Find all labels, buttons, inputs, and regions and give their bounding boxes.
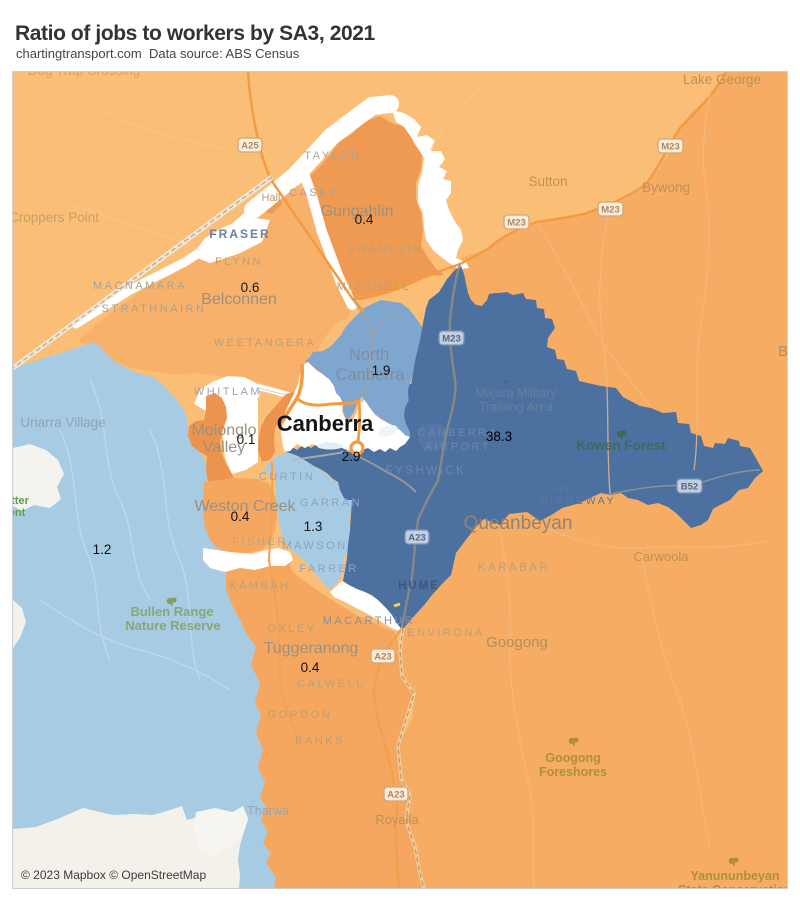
svg-text:Queanbeyan: Queanbeyan <box>464 513 573 534</box>
svg-text:THE: THE <box>546 483 575 495</box>
svg-text:M23: M23 <box>661 142 679 153</box>
svg-text:0.4: 0.4 <box>231 509 250 524</box>
svg-text:GORDON: GORDON <box>268 709 333 721</box>
svg-text:FYSHWICK: FYSHWICK <box>386 465 467 477</box>
svg-text:Croppers Point: Croppers Point <box>13 210 99 225</box>
svg-text:HUME: HUME <box>398 580 440 592</box>
svg-text:Nature Reserve: Nature Reserve <box>125 618 220 633</box>
svg-text:0.4: 0.4 <box>301 660 320 675</box>
svg-text:STRATHNAIRN: STRATHNAIRN <box>102 303 207 315</box>
svg-text:2.9: 2.9 <box>342 449 361 464</box>
svg-text:AIRPORT: AIRPORT <box>425 441 491 453</box>
svg-text:North: North <box>349 346 389 364</box>
svg-text:FARRER: FARRER <box>299 563 359 575</box>
svg-text:ent: ent <box>13 507 26 519</box>
svg-text:Dog Trap Crossing: Dog Trap Crossing <box>28 72 141 78</box>
svg-text:A23: A23 <box>374 652 391 663</box>
svg-text:CASEY: CASEY <box>289 187 339 199</box>
svg-text:Molonglo: Molonglo <box>192 422 257 439</box>
svg-text:KAMBAH: KAMBAH <box>229 580 290 592</box>
svg-text:A25: A25 <box>241 141 259 152</box>
svg-text:ENVIRONA: ENVIRONA <box>407 627 484 639</box>
svg-text:Bullen Range: Bullen Range <box>130 604 213 619</box>
svg-text:BANKS: BANKS <box>295 735 345 747</box>
svg-text:1.9: 1.9 <box>372 363 391 378</box>
svg-text:Tuggeranong: Tuggeranong <box>264 640 359 657</box>
svg-text:Training Area: Training Area <box>479 400 553 414</box>
svg-text:Tharwa: Tharwa <box>247 804 289 818</box>
svg-text:B52: B52 <box>681 482 698 493</box>
svg-text:Canberra: Canberra <box>277 411 374 436</box>
svg-text:M23: M23 <box>601 205 619 216</box>
svg-text:FISHER: FISHER <box>232 536 287 548</box>
svg-text:38.3: 38.3 <box>486 429 512 444</box>
svg-text:GARRAN: GARRAN <box>300 497 362 509</box>
svg-text:Carwoola: Carwoola <box>634 549 690 564</box>
svg-text:MACNAMARA: MACNAMARA <box>93 280 187 292</box>
svg-text:0.1: 0.1 <box>237 432 256 447</box>
svg-text:M23: M23 <box>442 334 460 345</box>
svg-text:Lake George: Lake George <box>683 72 761 87</box>
svg-text:Foreshores: Foreshores <box>539 765 607 779</box>
svg-text:Hall: Hall <box>262 192 281 204</box>
svg-text:Uriarra Village: Uriarra Village <box>20 415 105 430</box>
svg-text:Majura Military: Majura Military <box>475 386 557 400</box>
svg-text:Belconnen: Belconnen <box>201 291 277 308</box>
svg-text:M23: M23 <box>507 218 525 229</box>
svg-text:FLYNN: FLYNN <box>215 256 263 268</box>
svg-text:TAYLOR: TAYLOR <box>304 150 361 162</box>
svg-text:Yanununbeyan: Yanununbeyan <box>691 869 780 883</box>
svg-text:MACARTHUR: MACARTHUR <box>323 615 416 627</box>
svg-text:Canberra: Canberra <box>336 366 406 384</box>
svg-text:CURTIN: CURTIN <box>259 471 315 483</box>
svg-text:Valley: Valley <box>203 439 245 456</box>
svg-text:Kowen Forest: Kowen Forest <box>576 438 666 453</box>
svg-text:CANBERRA: CANBERRA <box>417 427 498 439</box>
svg-text:A23: A23 <box>408 533 425 544</box>
svg-text:0.4: 0.4 <box>355 212 374 227</box>
svg-text:MITCHELL: MITCHELL <box>337 281 411 293</box>
svg-text:Weston Creek: Weston Creek <box>194 498 296 515</box>
svg-text:Googong: Googong <box>486 634 548 651</box>
svg-text:MAWSON: MAWSON <box>282 540 347 552</box>
svg-text:Gungahlin: Gungahlin <box>321 203 394 220</box>
svg-text:FRASER: FRASER <box>209 227 270 241</box>
svg-text:WEETANGERA: WEETANGERA <box>214 337 316 349</box>
svg-text:KARABAR: KARABAR <box>478 562 550 574</box>
svg-text:tter: tter <box>13 495 30 507</box>
svg-text:CALWELL: CALWELL <box>297 678 365 690</box>
svg-text:0.6: 0.6 <box>241 280 260 295</box>
svg-text:State Conservation: State Conservation <box>678 883 787 888</box>
svg-text:Sutton: Sutton <box>528 174 567 189</box>
svg-text:OXLEY: OXLEY <box>267 623 316 635</box>
svg-text:Bywong: Bywong <box>642 180 690 195</box>
svg-text:Royalla: Royalla <box>375 812 419 827</box>
svg-text:Googong: Googong <box>545 751 601 765</box>
svg-text:1.3: 1.3 <box>304 519 323 534</box>
svg-text:FRANKLIN: FRANKLIN <box>349 244 423 256</box>
svg-text:WHITLAM: WHITLAM <box>194 386 262 398</box>
svg-text:RIDGEWAY: RIDGEWAY <box>540 495 616 507</box>
svg-text:B: B <box>778 343 787 360</box>
svg-text:1.2: 1.2 <box>93 542 112 557</box>
svg-text:A23: A23 <box>387 790 404 801</box>
